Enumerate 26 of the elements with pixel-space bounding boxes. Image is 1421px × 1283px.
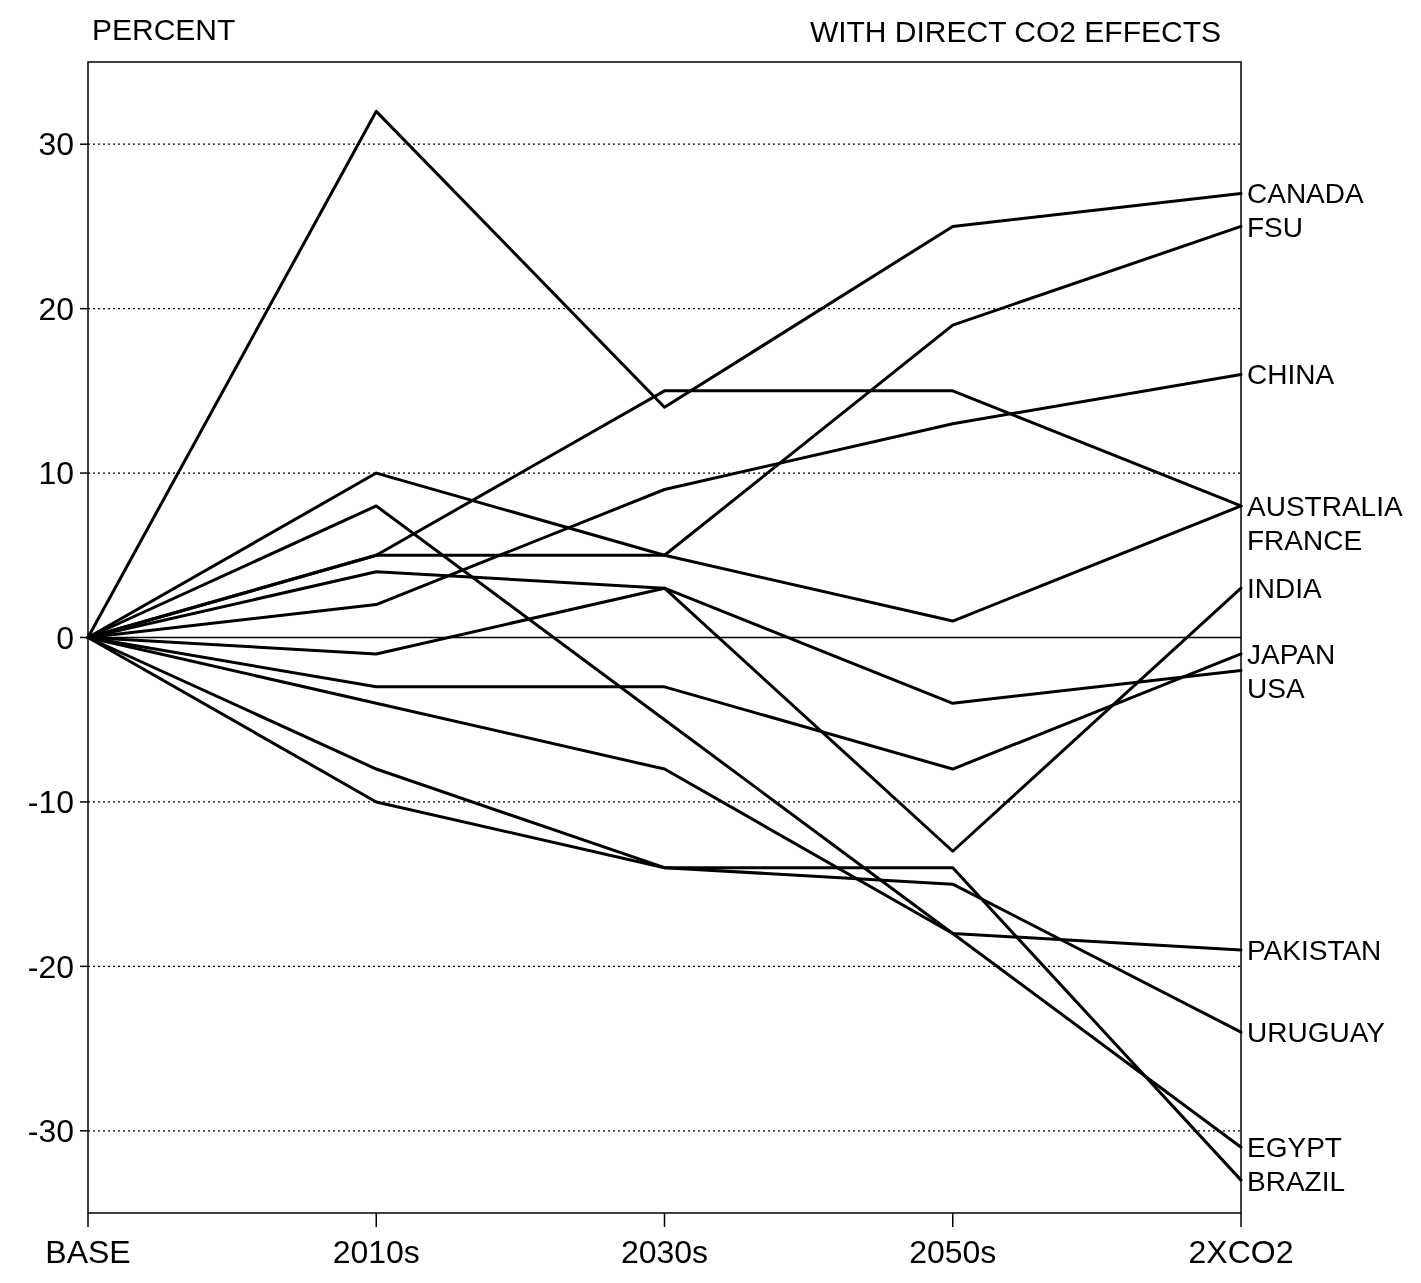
x-tick-label: 2XCO2: [1188, 1234, 1294, 1270]
y-tick-label: 20: [38, 290, 74, 327]
series-label: FRANCE: [1247, 524, 1363, 556]
x-tick-label: 2030s: [620, 1234, 709, 1270]
y-tick-label: 10: [38, 455, 74, 492]
series-label: USA: [1247, 672, 1305, 704]
x-tick-label: 2010s: [332, 1234, 420, 1270]
y-tick-label: -10: [27, 784, 74, 821]
y-tick-label: 30: [38, 126, 74, 163]
series-label: INDIA: [1247, 572, 1322, 604]
series-label: CHINA: [1247, 359, 1335, 391]
series-label: FSU: [1247, 212, 1303, 244]
series-label: AUSTRALIA: [1247, 490, 1403, 522]
y-tick-label: 0: [56, 619, 74, 656]
series-label: BRAZIL: [1247, 1166, 1346, 1198]
y-tick-label: -20: [27, 948, 74, 985]
series-label: URUGUAY: [1247, 1016, 1386, 1048]
x-tick-label: BASE: [45, 1234, 131, 1270]
y-tick-label: -30: [27, 1112, 74, 1149]
series-label: CANADA: [1247, 178, 1365, 210]
series-label: PAKISTAN: [1247, 934, 1382, 966]
x-tick-label: 2050s: [909, 1234, 997, 1270]
chart-title: WITH DIRECT CO2 EFFECTS: [809, 15, 1221, 48]
series-label: EGYPT: [1247, 1132, 1342, 1164]
y-axis-title: PERCENT: [92, 13, 236, 46]
series-label: JAPAN: [1247, 638, 1336, 670]
